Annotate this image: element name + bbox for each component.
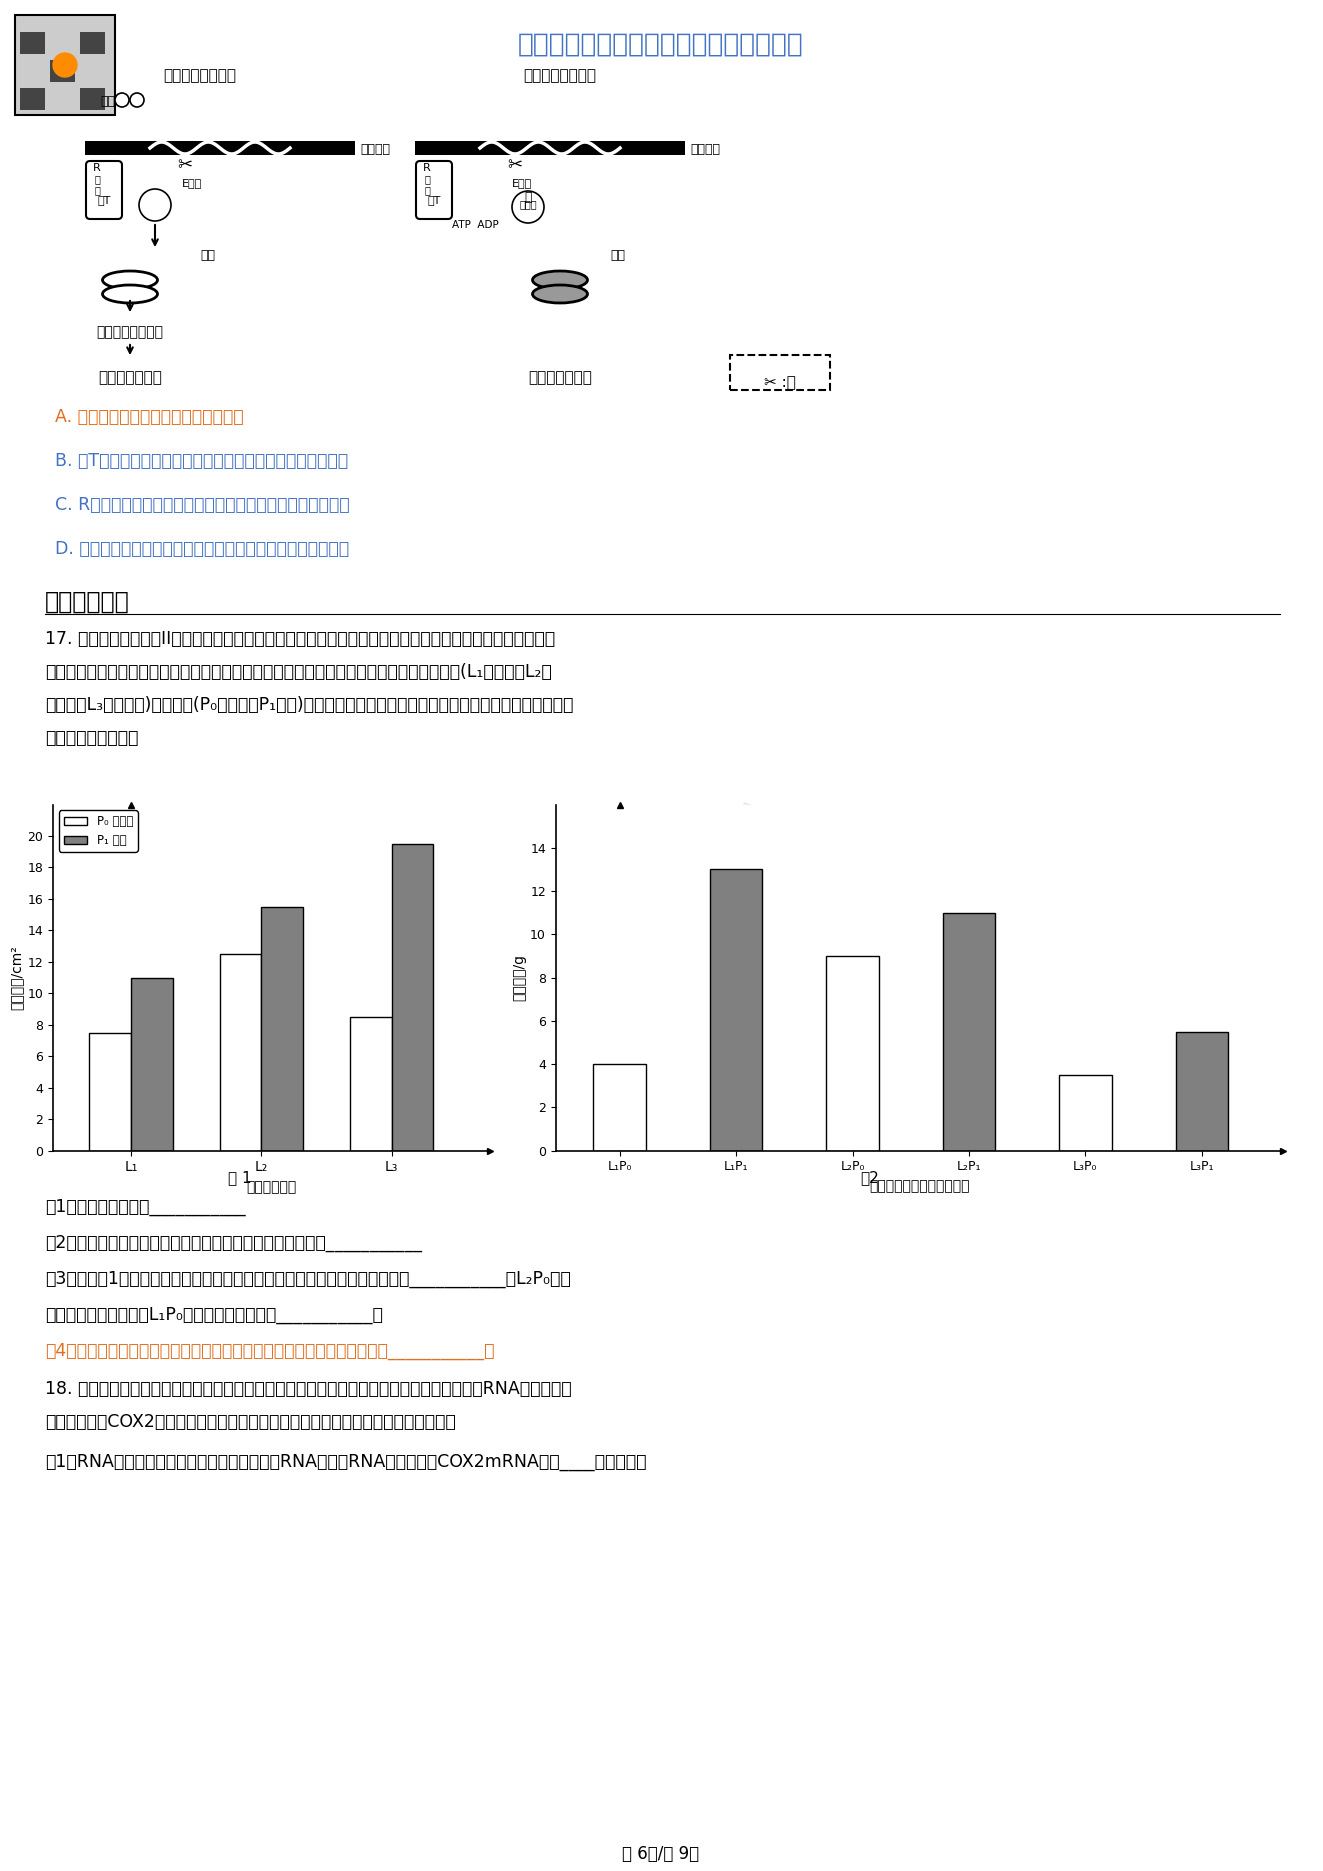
FancyBboxPatch shape — [86, 161, 122, 219]
Ellipse shape — [532, 271, 587, 288]
FancyBboxPatch shape — [415, 140, 685, 155]
Text: 磷酸化: 磷酸化 — [519, 198, 537, 210]
Y-axis label: 单叶面积/cm²: 单叶面积/cm² — [9, 945, 24, 1010]
Text: 微信搜索「福建高考早知道」: 微信搜索「福建高考早知道」 — [734, 801, 946, 900]
Text: C. R蛋白上乙烯结合位点突变的个体相当于野生型为早熟品种: C. R蛋白上乙烯结合位点突变的个体相当于野生型为早熟品种 — [56, 496, 349, 515]
Circle shape — [53, 52, 77, 77]
Bar — [594, 1065, 646, 1151]
Bar — [943, 913, 995, 1151]
Text: 第一时间获取答案: 第一时间获取答案 — [733, 945, 868, 1016]
Text: （2）研究人员选择长势相似的金赞麦幼苗进行实验，目的是___________: （2）研究人员选择长势相似的金赞麦幼苗进行实验，目的是___________ — [45, 1235, 422, 1252]
FancyBboxPatch shape — [50, 60, 75, 82]
Text: 示。回答下列问题：: 示。回答下列问题： — [45, 730, 139, 747]
Text: 度遥荫；L₃重度遥荫)和施磷量(P₀不施磷；P₁施磷)的实验组合开展金赞麦人工种植方案的研究，结果如下图所: 度遥荫；L₃重度遥荫)和施磷量(P₀不施磷；P₁施磷)的实验组合开展金赞麦人工种… — [45, 696, 573, 715]
Bar — [220, 954, 262, 1151]
FancyBboxPatch shape — [15, 15, 115, 114]
Text: 18. 罗氏汼虾是我国重要的经济虾类之一，具有生长速度快、营养价値高等优点。研究者利用RNA干扰技术降: 18. 罗氏汼虾是我国重要的经济虾类之一，具有生长速度快、营养价値高等优点。研究… — [45, 1381, 572, 1398]
Text: （3）根据图1可知，在不施磷处理下，随着遥荫程度增大，金赞麦的单叶面积___________。L₂P₀处理: （3）根据图1可知，在不施磷处理下，随着遥荫程度增大，金赞麦的单叶面积_____… — [45, 1270, 570, 1287]
Circle shape — [115, 94, 130, 107]
Circle shape — [139, 189, 171, 221]
FancyBboxPatch shape — [85, 140, 355, 155]
Text: 内质网膜: 内质网膜 — [360, 142, 390, 155]
Text: A. 促进果实成熟是乙烯的生理反应之一: A. 促进果实成熟是乙烯的生理反应之一 — [56, 408, 243, 427]
FancyBboxPatch shape — [79, 32, 105, 54]
Legend: P₀ 不施磷, P₁ 施磷: P₀ 不施磷, P₁ 施磷 — [58, 810, 138, 851]
Text: 核膜: 核膜 — [200, 249, 216, 262]
Text: D. 图示机制反映了激素通过影响基因表达来调节植物生命活动: D. 图示机制反映了激素通过影响基因表达来调节植物生命活动 — [56, 541, 349, 558]
Text: 核膜: 核膜 — [610, 249, 624, 262]
X-axis label: 不同遥荫程度和施磷量组合: 不同遥荫程度和施磷量组合 — [869, 1179, 970, 1194]
Text: 内质网膜: 内质网膜 — [691, 142, 720, 155]
Text: B. 酶T活性丧失的突变体在无乙烯时也表现为有乙烯生理反应: B. 酶T活性丧失的突变体在无乙烯时也表现为有乙烯生理反应 — [56, 453, 348, 470]
Text: 在有乙烯的条件下: 在有乙烯的条件下 — [164, 67, 237, 82]
Text: 不断开发，导致野生金赞麦资源遇到破坏式开采，洿临灭绝。研究人员设置不同的遥荫程度(L₁不遥荫；L₂轻: 不断开发，导致野生金赞麦资源遇到破坏式开采，洿临灭绝。研究人员设置不同的遥荫程度… — [45, 662, 552, 681]
Text: 在无乙烯的条件下: 在无乙烯的条件下 — [524, 67, 597, 82]
Text: 17. 野生金赞麦是我国II级重点保护植物，根茎可入药，能提高机体免疫力。近年来，随着金赞麦药用价值的: 17. 野生金赞麦是我国II级重点保护植物，根茎可入药，能提高机体免疫力。近年来… — [45, 631, 556, 647]
FancyBboxPatch shape — [79, 88, 105, 110]
Text: ✂: ✂ — [177, 155, 193, 174]
Text: ATP  ADP: ATP ADP — [451, 221, 499, 230]
Bar — [1176, 1031, 1228, 1151]
Bar — [827, 956, 878, 1151]
Text: 第 6页/共 9页: 第 6页/共 9页 — [622, 1845, 700, 1864]
Text: R: R — [423, 163, 431, 172]
Text: 蛋
白: 蛋 白 — [425, 174, 430, 196]
Text: 酶T: 酶T — [98, 195, 111, 206]
Y-axis label: 根茎干重/g: 根茎干重/g — [512, 954, 527, 1001]
X-axis label: 不同遥荫程度: 不同遥荫程度 — [246, 1181, 296, 1194]
FancyBboxPatch shape — [20, 32, 45, 54]
Text: 乙烯响应基因表达: 乙烯响应基因表达 — [97, 326, 164, 339]
Bar — [262, 907, 303, 1151]
Ellipse shape — [102, 271, 157, 288]
Bar — [392, 844, 434, 1151]
Text: 图2: 图2 — [861, 1169, 880, 1184]
Text: E蛋白: E蛋白 — [181, 178, 202, 187]
FancyBboxPatch shape — [415, 161, 452, 219]
Text: 关注福建高考早知道，获取更多试卷答案: 关注福建高考早知道，获取更多试卷答案 — [519, 32, 804, 58]
Text: R: R — [93, 163, 101, 172]
Bar — [1060, 1076, 1111, 1151]
Text: 图 1: 图 1 — [228, 1169, 251, 1184]
Text: 有乙烯生理反应: 有乙烯生理反应 — [98, 370, 161, 385]
Bar — [351, 1018, 392, 1151]
Text: （4）由实验可知，为获得更多的经济收益，最佳的金赞麦人工种植方案为___________。: （4）由实验可知，为获得更多的经济收益，最佳的金赞麦人工种植方案为_______… — [45, 1342, 495, 1360]
Circle shape — [130, 94, 144, 107]
Ellipse shape — [532, 284, 587, 303]
Circle shape — [512, 191, 544, 223]
Bar — [131, 977, 173, 1151]
Text: 无乙烯生理反应: 无乙烯生理反应 — [528, 370, 591, 385]
Text: 乙烯: 乙烯 — [101, 95, 115, 109]
Text: 二、非选择题: 二、非选择题 — [45, 589, 130, 614]
Text: E蛋白: E蛋白 — [512, 178, 532, 187]
Text: 酶T: 酶T — [427, 195, 441, 206]
Bar — [710, 870, 762, 1151]
Text: （1）RNA干扰的基本原理是向细胞中导入一段RNA（反义RNA），它能与COX2mRNA按照____原则结合，: （1）RNA干扰的基本原理是向细胞中导入一段RNA（反义RNA），它能与COX2… — [45, 1454, 647, 1471]
Ellipse shape — [102, 284, 157, 303]
Bar — [90, 1033, 131, 1151]
Text: （1）本实验的目的是___________: （1）本实验的目的是___________ — [45, 1197, 246, 1216]
Text: ✂ :酶: ✂ :酶 — [765, 374, 796, 389]
Text: 低了罗氏汼虾COX2基因的表达水平，借此探索了影响罗氏汼虾生长速度的相关因素。: 低了罗氏汼虾COX2基因的表达水平，借此探索了影响罗氏汼虾生长速度的相关因素。 — [45, 1413, 455, 1431]
Text: Ⓟ: Ⓟ — [524, 191, 532, 204]
Text: ✂: ✂ — [508, 155, 523, 174]
Text: 下金赞麦单叶面积大于L₁P₀处理，推测其原因是___________。: 下金赞麦单叶面积大于L₁P₀处理，推测其原因是___________。 — [45, 1306, 382, 1325]
FancyBboxPatch shape — [730, 355, 830, 389]
Text: 蛋
白: 蛋 白 — [94, 174, 101, 196]
FancyBboxPatch shape — [20, 88, 45, 110]
